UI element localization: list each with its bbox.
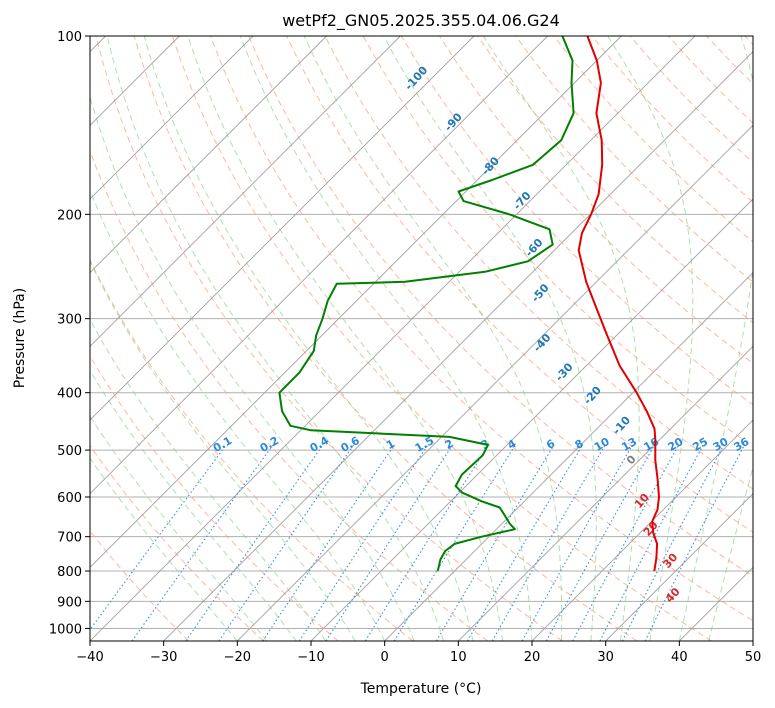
moist-adiabat-line xyxy=(90,259,356,641)
y-tick-label: 500 xyxy=(57,444,82,459)
y-tick-label: 600 xyxy=(57,491,82,506)
y-tick-label: 800 xyxy=(57,565,82,580)
mixing-ratio-line xyxy=(218,444,355,641)
isobar-grid xyxy=(90,36,753,629)
moist-adiabat-line xyxy=(303,36,563,641)
chart-title: wetPf2_GN05.2025.355.04.06.G24 xyxy=(282,11,560,31)
moist-adiabat-line xyxy=(607,36,694,641)
isotherm-line xyxy=(90,36,254,200)
moist-adiabat-line xyxy=(482,36,640,641)
x-tick-label: 50 xyxy=(745,650,762,665)
dry-adiabat-line xyxy=(515,36,753,283)
moist-adiabats xyxy=(90,36,753,641)
x-tick-label: −10 xyxy=(297,650,324,665)
dry-adiabat-line xyxy=(90,444,264,641)
mixing-ratio-line xyxy=(644,444,746,641)
isotherm-line xyxy=(90,36,696,641)
moist-adiabat-line xyxy=(383,36,597,641)
x-tick-label: 0 xyxy=(381,650,389,665)
mixing-ratio-line xyxy=(185,444,324,641)
dry-adiabat-line xyxy=(133,36,638,641)
mixing-ratio-lines xyxy=(90,444,746,641)
dry-adiabat-line xyxy=(95,36,563,641)
mixing-ratio-line xyxy=(262,444,395,641)
mixing-ratio-line xyxy=(393,444,516,641)
isotherm-line xyxy=(310,198,753,641)
mixing-ratio-line xyxy=(325,444,454,641)
dewpoint-profile-line xyxy=(278,36,575,572)
moist-adiabat-line xyxy=(106,36,445,641)
mixing-ratio-line xyxy=(435,444,555,641)
mixing-ratio-line xyxy=(545,444,656,641)
mixing-ratio-line xyxy=(364,444,490,641)
dry-adiabat-line xyxy=(90,258,414,641)
moist-adiabat-line xyxy=(678,36,753,641)
moist-adiabat-line xyxy=(187,36,503,641)
isotherm-line xyxy=(458,345,753,641)
y-tick-label: 300 xyxy=(57,313,82,328)
mixing-ratio-line xyxy=(621,444,725,641)
moist-adiabat-line xyxy=(90,318,327,641)
dry-adiabat-line xyxy=(171,36,712,641)
x-tick-label: 20 xyxy=(524,650,541,665)
x-axis-ticks: −40 −30 −20 −10 0 10 20 30 40 50 xyxy=(76,641,761,665)
moist-adiabat-line xyxy=(90,188,386,641)
mixing-ratio-line xyxy=(467,444,584,641)
plot-area-background xyxy=(90,36,753,641)
mixing-ratio-line xyxy=(131,444,274,641)
mixing-ratio-line xyxy=(521,444,633,641)
dry-adiabat-line xyxy=(90,355,339,641)
isotherm-line xyxy=(90,36,401,347)
plot-frame xyxy=(89,35,754,642)
y-tick-label: 200 xyxy=(57,208,82,223)
moist-adiabat-line xyxy=(143,36,474,641)
x-tick-label: 40 xyxy=(671,650,688,665)
temperature-profile-line xyxy=(577,36,660,572)
isotherm-grid xyxy=(90,36,753,641)
sounding-profiles xyxy=(278,36,660,572)
isotherm-line xyxy=(163,51,753,641)
isotherm-line xyxy=(237,124,753,641)
moist-adiabat-line xyxy=(90,457,238,641)
x-tick-label: −30 xyxy=(150,650,177,665)
x-tick-label: −20 xyxy=(224,650,251,665)
y-tick-label: 1000 xyxy=(49,622,82,637)
moist-adiabat-line xyxy=(239,36,533,641)
mixing-ratio-line xyxy=(298,444,429,641)
y-axis-ticks: 100 200 300 400 500 600 700 800 900 1000 xyxy=(49,30,90,637)
y-tick-label: 100 xyxy=(57,30,82,45)
isotherm-line xyxy=(90,36,475,421)
dry-adiabat-line xyxy=(210,36,753,622)
isotherm-line xyxy=(90,36,327,274)
dry-adiabat-line xyxy=(286,36,753,533)
isotherm-line xyxy=(90,36,622,568)
isotherm-line xyxy=(90,36,548,495)
isotherm-line xyxy=(531,419,753,641)
isotherm-line xyxy=(605,493,753,641)
x-tick-label: −40 xyxy=(76,650,103,665)
x-tick-label: 10 xyxy=(450,650,467,665)
moist-adiabat-line xyxy=(708,465,753,641)
moist-adiabat-line xyxy=(90,369,297,641)
y-tick-label: 700 xyxy=(57,531,82,546)
x-axis-title: Temperature (°C) xyxy=(360,681,482,697)
dry-adiabat-line xyxy=(248,36,753,577)
y-axis-title: Pressure (hPa) xyxy=(12,288,28,388)
y-tick-label: 400 xyxy=(57,387,82,402)
isotherm-line xyxy=(384,272,753,641)
y-tick-label: 900 xyxy=(57,595,82,610)
x-tick-label: 30 xyxy=(597,650,614,665)
moist-adiabat-line xyxy=(90,415,268,641)
